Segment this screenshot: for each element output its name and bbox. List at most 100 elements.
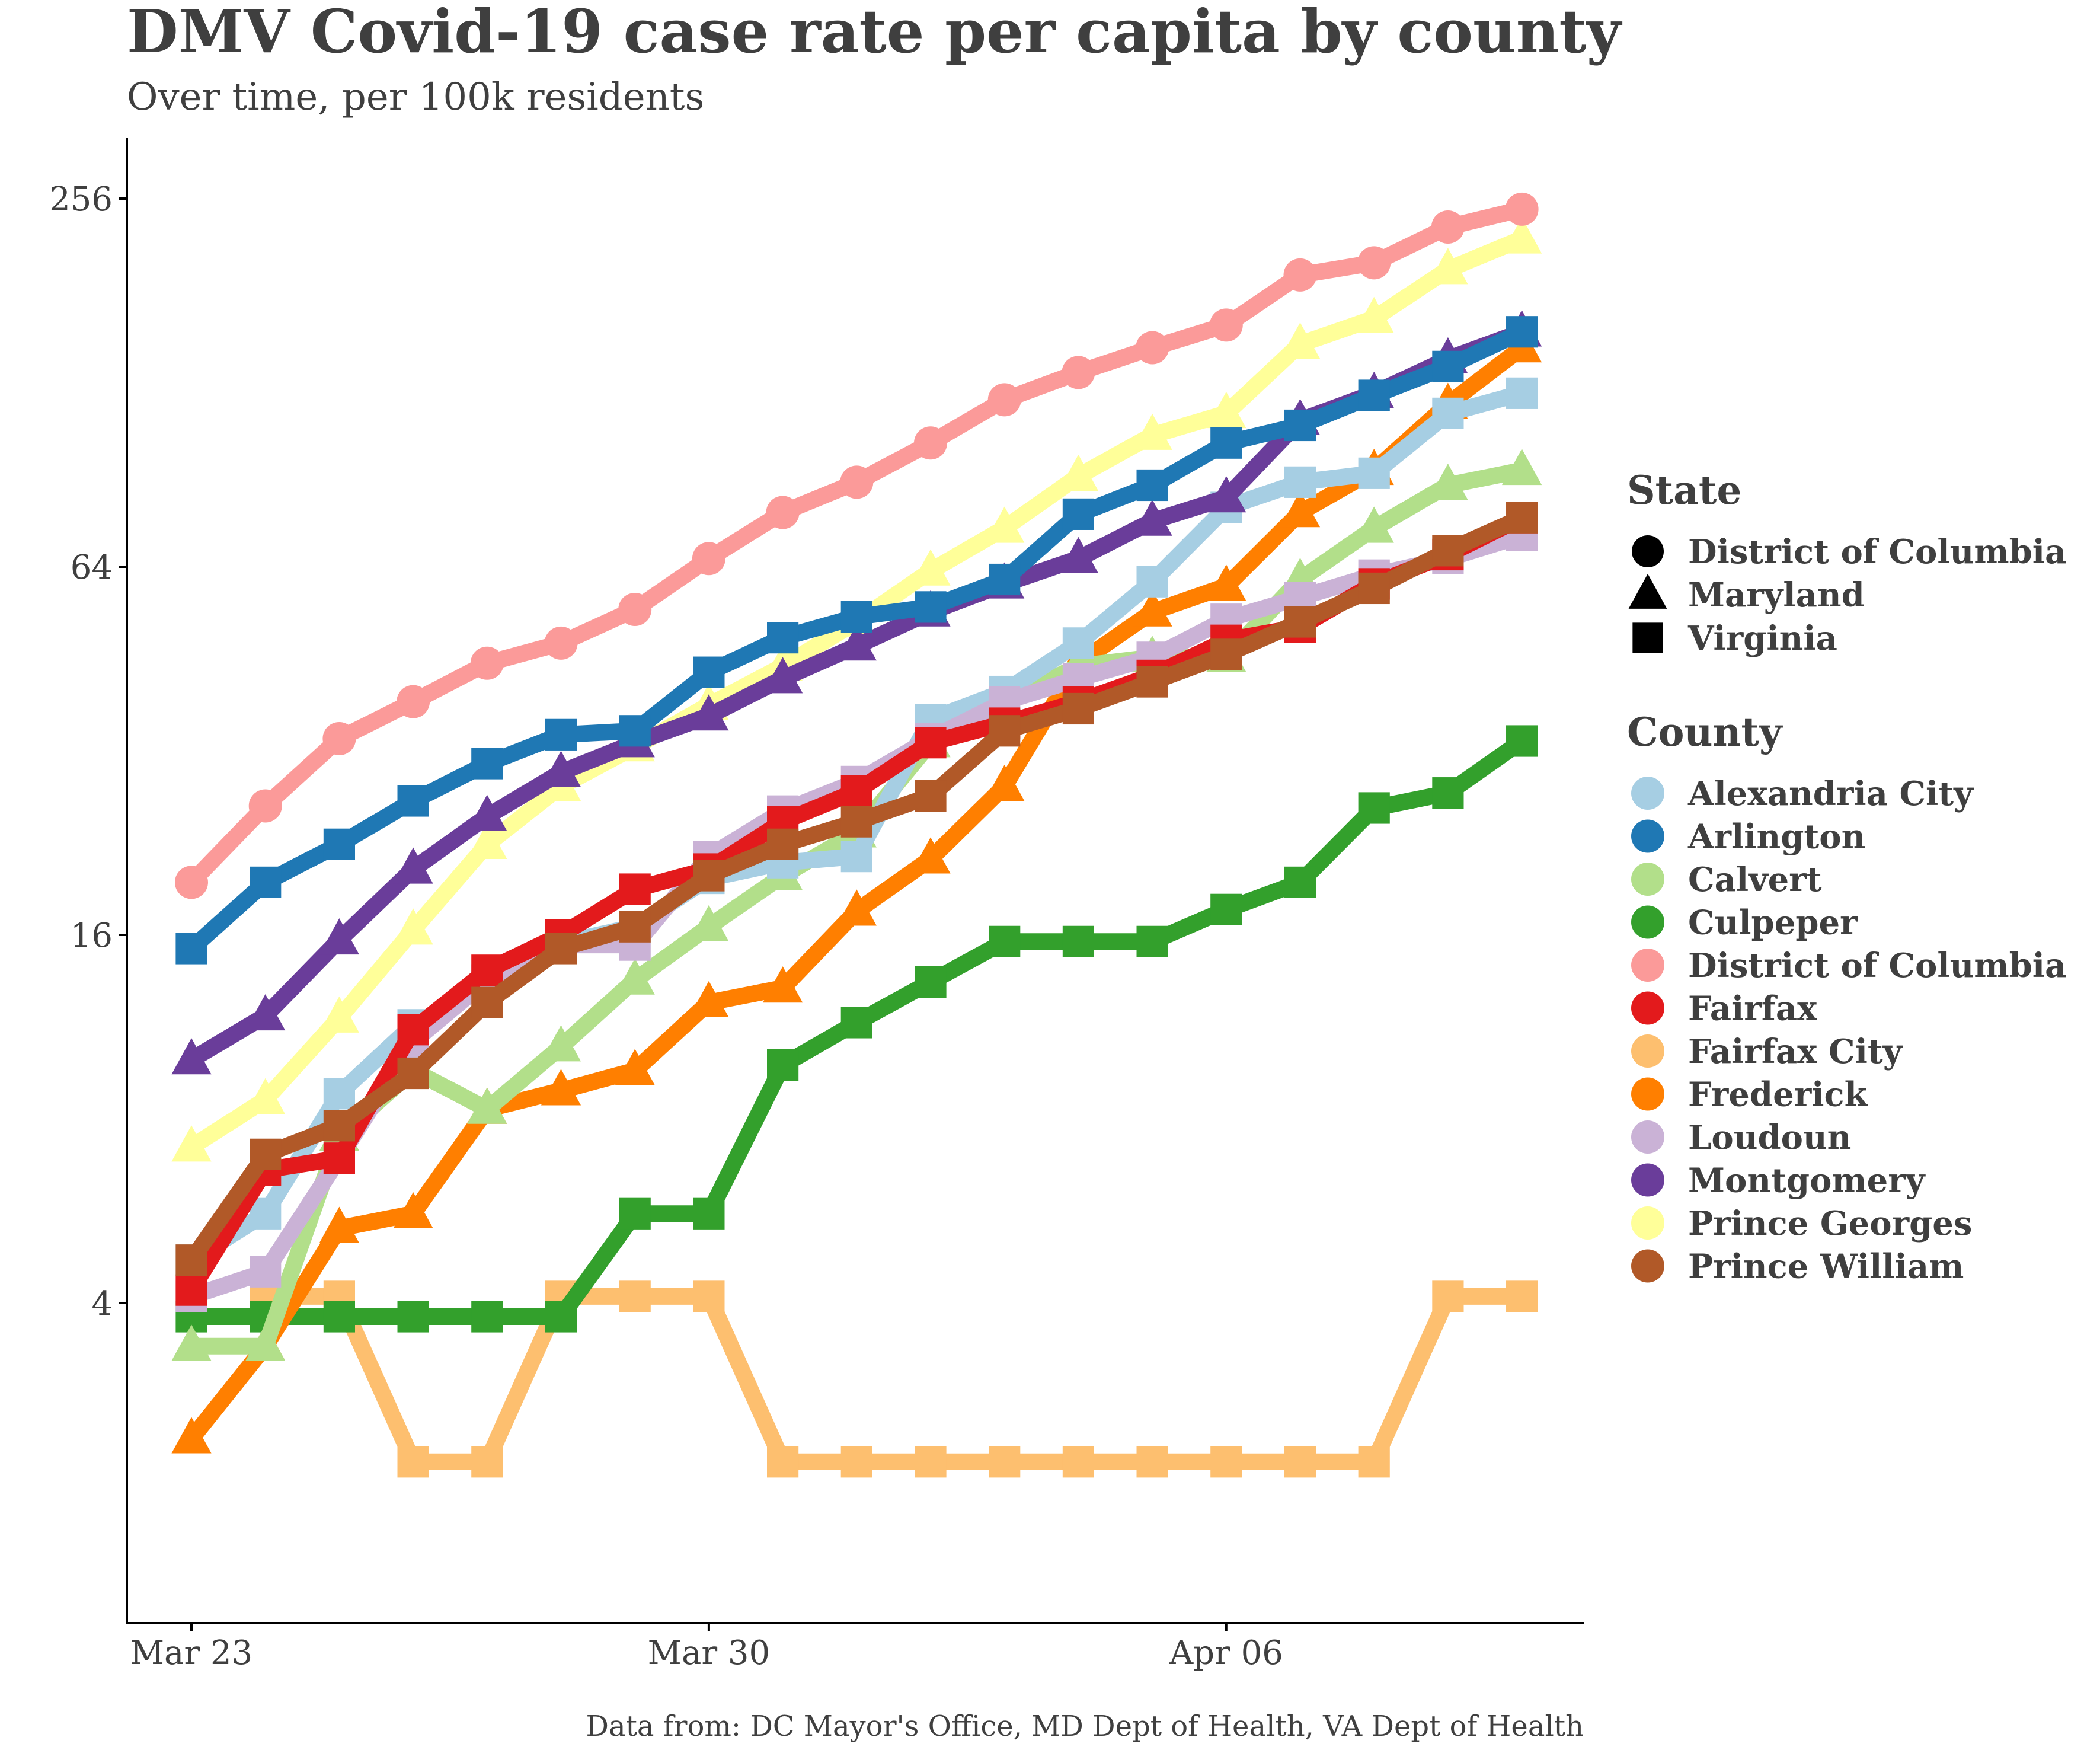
data-point	[470, 646, 504, 680]
data-point	[693, 1197, 725, 1230]
legend-county-label: Prince William	[1688, 1247, 1964, 1286]
legend-county-label: Loudoun	[1688, 1118, 1851, 1157]
data-point	[1210, 1446, 1242, 1478]
legend-key-circle	[1631, 1163, 1664, 1197]
data-point	[693, 1280, 725, 1312]
legend-key-circle	[1631, 1077, 1664, 1111]
data-point	[1136, 566, 1168, 598]
legend-key-circle	[1631, 863, 1664, 896]
legend-key-circle	[1631, 905, 1664, 939]
data-point	[1432, 350, 1464, 382]
data-point	[989, 715, 1021, 747]
data-point	[915, 780, 947, 812]
y-tick-label: 16	[71, 916, 113, 955]
data-point	[1062, 1446, 1094, 1478]
data-point	[1136, 331, 1169, 365]
data-point	[1284, 606, 1316, 638]
data-point	[397, 685, 430, 718]
legend-state-label: Virginia	[1687, 619, 1837, 658]
y-tick-label: 4	[91, 1285, 113, 1323]
data-point	[393, 908, 433, 945]
x-tick-label: Apr 06	[1169, 1634, 1283, 1672]
data-point	[1284, 1446, 1316, 1478]
data-point	[323, 1078, 355, 1110]
data-point	[1428, 464, 1468, 500]
data-point	[397, 1057, 429, 1090]
series-montgomery	[171, 310, 1542, 1075]
series-arlington	[175, 316, 1538, 965]
data-point	[1058, 537, 1098, 573]
data-point	[1062, 498, 1094, 530]
x-ticks: Mar 23 Mar 30 Apr 06	[130, 1623, 1283, 1672]
x-tick-label: Mar 23	[130, 1634, 253, 1672]
data-point	[1210, 893, 1242, 925]
legend: State District of Columbia Maryland Virgin…	[1627, 467, 2066, 1286]
x-tick-label: Mar 30	[648, 1634, 771, 1672]
data-point	[250, 1138, 282, 1170]
legend-county-label: Calvert	[1688, 860, 1822, 899]
data-point	[619, 1280, 651, 1312]
data-point	[989, 563, 1021, 596]
data-point	[1354, 506, 1394, 543]
legend-county-title: County	[1627, 709, 1783, 755]
data-point	[1132, 413, 1172, 450]
data-point	[250, 1197, 282, 1230]
data-point	[1062, 692, 1094, 725]
data-point	[689, 981, 729, 1017]
data-point	[915, 727, 947, 759]
data-point	[915, 966, 947, 998]
legend-state-label: Maryland	[1688, 576, 1865, 615]
legend-key-circle	[1632, 535, 1664, 567]
data-point	[397, 1014, 429, 1046]
data-point	[915, 591, 947, 623]
data-point	[763, 966, 803, 1003]
data-point	[1132, 499, 1172, 536]
data-point	[1506, 725, 1538, 757]
data-point	[1136, 469, 1168, 502]
data-point	[323, 1301, 355, 1333]
data-point	[1132, 590, 1172, 627]
data-point	[1136, 666, 1168, 698]
data-point	[1058, 454, 1098, 491]
data-point	[910, 549, 951, 586]
data-point	[1502, 217, 1542, 254]
data-point	[1280, 491, 1321, 528]
data-point	[171, 1324, 212, 1361]
data-point	[175, 933, 207, 965]
data-point	[245, 994, 286, 1031]
data-point	[1505, 192, 1539, 226]
data-point	[545, 933, 577, 965]
plot-area	[171, 192, 1542, 1478]
y-tick-label: 64	[71, 548, 113, 587]
data-point	[767, 1446, 799, 1478]
data-point	[545, 718, 577, 751]
data-point	[1284, 409, 1316, 442]
data-point	[914, 426, 947, 460]
data-point	[1062, 356, 1095, 389]
data-point	[619, 911, 651, 943]
data-point	[840, 601, 872, 633]
data-point	[1432, 777, 1464, 809]
legend-key-circle	[1631, 991, 1664, 1025]
data-point	[1284, 466, 1316, 498]
data-point	[541, 1025, 581, 1062]
legend-county-label: Culpeper	[1688, 903, 1858, 943]
data-point	[766, 496, 800, 529]
data-point	[1206, 476, 1246, 513]
y-ticks: 4 16 64 256	[49, 180, 127, 1323]
data-point	[910, 837, 951, 874]
data-point	[689, 694, 729, 731]
legend-county-label: Arlington	[1687, 817, 1865, 857]
series-culpeper	[175, 725, 1538, 1333]
legend-county-label: Prince Georges	[1688, 1204, 1972, 1243]
chart-subtitle: Over time, per 100k residents	[127, 75, 704, 119]
data-point	[1136, 925, 1168, 957]
data-point	[836, 889, 877, 926]
data-point	[397, 1301, 429, 1333]
legend-key-circle	[1631, 949, 1664, 982]
data-point	[985, 506, 1025, 543]
data-point	[615, 958, 655, 995]
legend-county-label: Fairfax City	[1688, 1032, 1903, 1071]
